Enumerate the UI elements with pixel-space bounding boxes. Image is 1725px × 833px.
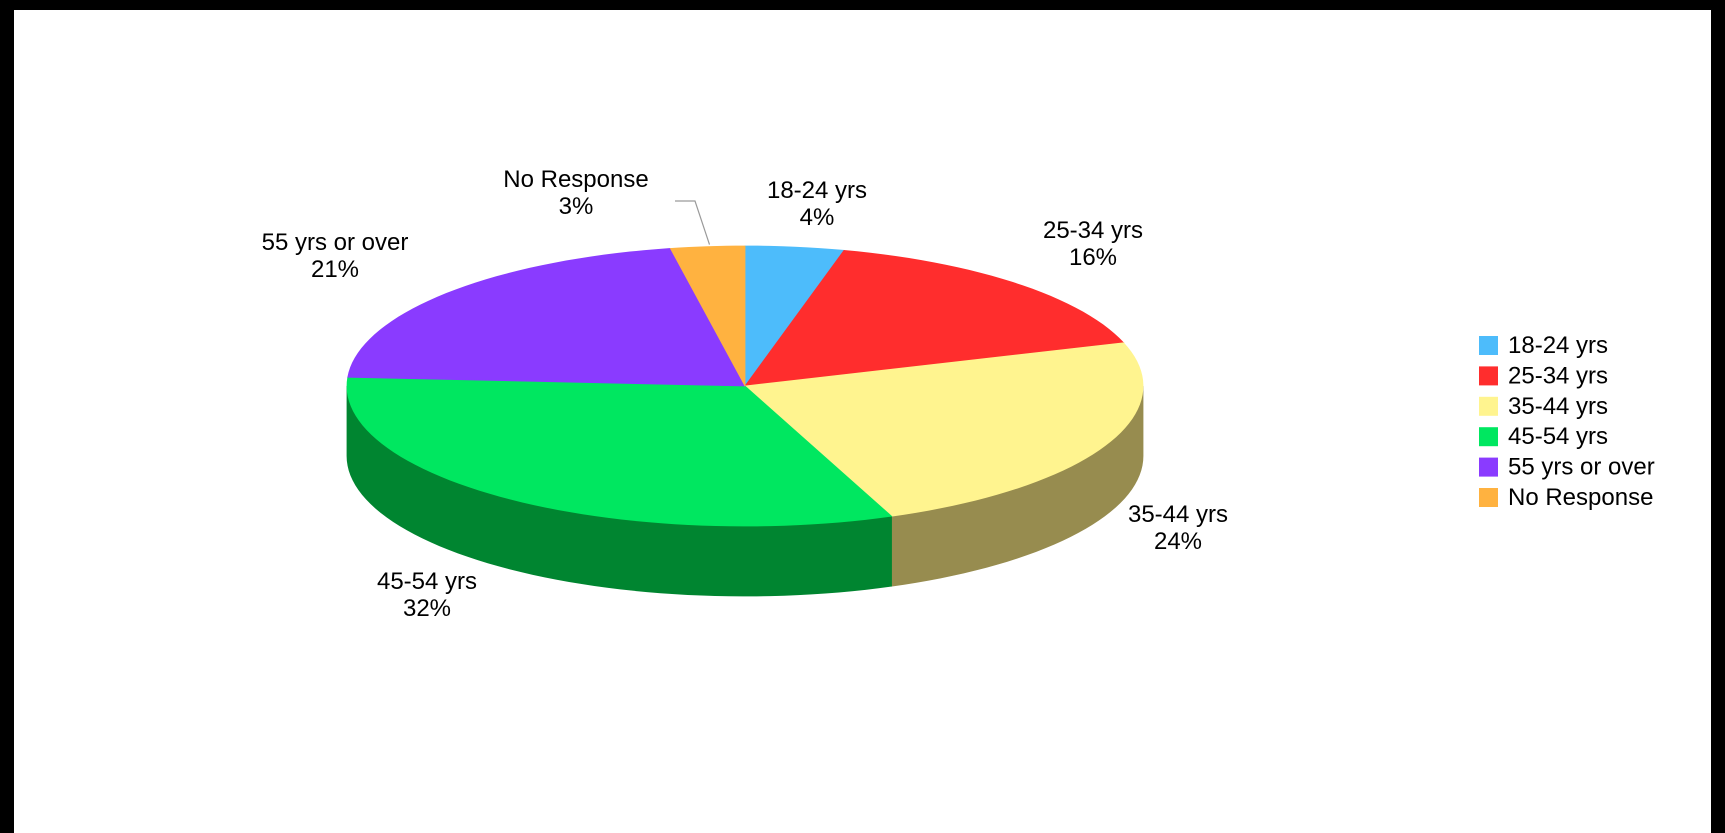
pie-slice-no-response bbox=[669, 245, 746, 387]
pie-slice-25-34-yrs bbox=[744, 249, 1125, 387]
legend-swatch-35-44-yrs bbox=[1479, 396, 1498, 416]
data-label-25-34-yrs: 25-34 yrs bbox=[1043, 217, 1143, 244]
data-value-25-34-yrs: 16% bbox=[1069, 244, 1117, 271]
data-label-45-54-yrs: 45-54 yrs bbox=[377, 568, 477, 595]
data-label-35-44-yrs: 35-44 yrs bbox=[1128, 501, 1228, 528]
data-label-no-response: No Response bbox=[503, 166, 648, 193]
legend: 18-24 yrs 25-34 yrs 35-44 yrs 45-54 yrs 55 y… bbox=[1479, 332, 1655, 511]
legend-label-18-24-yrs: 18-24 yrs bbox=[1508, 332, 1608, 359]
legend-label-no-response: No Response bbox=[1508, 484, 1653, 511]
pie-slice-45-54-yrs bbox=[346, 376, 893, 527]
data-label-55-yrs-or-over: 55 yrs or over bbox=[262, 229, 409, 256]
data-value-35-44-yrs: 24% bbox=[1154, 528, 1202, 555]
data-value-55-yrs-or-over: 21% bbox=[311, 256, 359, 283]
legend-label-45-54-yrs: 45-54 yrs bbox=[1508, 423, 1608, 450]
pie-slice-18-24-yrs bbox=[744, 245, 845, 388]
legend-swatch-55-yrs-or-over bbox=[1479, 457, 1498, 477]
legend-label-25-34-yrs: 25-34 yrs bbox=[1508, 362, 1608, 389]
legend-swatch-no-response bbox=[1479, 488, 1498, 507]
legend-swatch-18-24-yrs bbox=[1479, 336, 1498, 355]
leader-line-no-response bbox=[675, 200, 711, 245]
pie-slice-55-yrs-or-over bbox=[347, 248, 746, 387]
data-value-18-24-yrs: 4% bbox=[800, 204, 835, 231]
pie-slices bbox=[346, 245, 1144, 527]
legend-swatch-25-34-yrs bbox=[1479, 366, 1498, 386]
leader-lines bbox=[675, 200, 711, 245]
data-value-no-response: 3% bbox=[559, 193, 594, 220]
legend-label-35-44-yrs: 35-44 yrs bbox=[1508, 393, 1608, 420]
legend-label-55-yrs-or-over: 55 yrs or over bbox=[1508, 454, 1655, 481]
legend-swatch-45-54-yrs bbox=[1479, 427, 1498, 447]
pie-slice-35-44-yrs bbox=[744, 342, 1144, 517]
data-label-18-24-yrs: 18-24 yrs bbox=[767, 177, 867, 204]
data-value-45-54-yrs: 32% bbox=[403, 595, 451, 622]
